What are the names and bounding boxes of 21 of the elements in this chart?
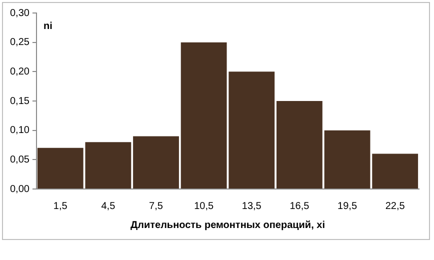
x-tick-label: 4,5	[101, 200, 116, 212]
y-tick-label: 0,10	[10, 125, 30, 136]
x-tick-label: 7,5	[149, 200, 164, 212]
y-tick-label: 0,15	[10, 96, 30, 107]
x-tick-label: 13,5	[242, 200, 262, 212]
x-tick-label: 10,5	[194, 200, 214, 212]
y-tick-label: 0,20	[10, 66, 30, 78]
x-tick-label: 1,5	[53, 200, 68, 212]
bar	[324, 130, 370, 188]
y-tick-label: 0,30	[10, 8, 30, 19]
bar	[133, 136, 179, 188]
x-tick-label: 16,5	[290, 200, 310, 212]
y-axis-title: ni	[43, 20, 53, 32]
x-axis-title: Длительность ремонтных операций, хi	[130, 220, 326, 231]
x-tick-label: 19,5	[338, 200, 358, 212]
y-tick-label: 0,25	[10, 37, 30, 48]
bar	[372, 154, 418, 188]
y-tick-label: 0,00	[10, 184, 30, 195]
y-tick-label: 0,05	[10, 154, 30, 166]
bar	[276, 101, 322, 188]
x-tick-label: 22,5	[385, 200, 406, 212]
